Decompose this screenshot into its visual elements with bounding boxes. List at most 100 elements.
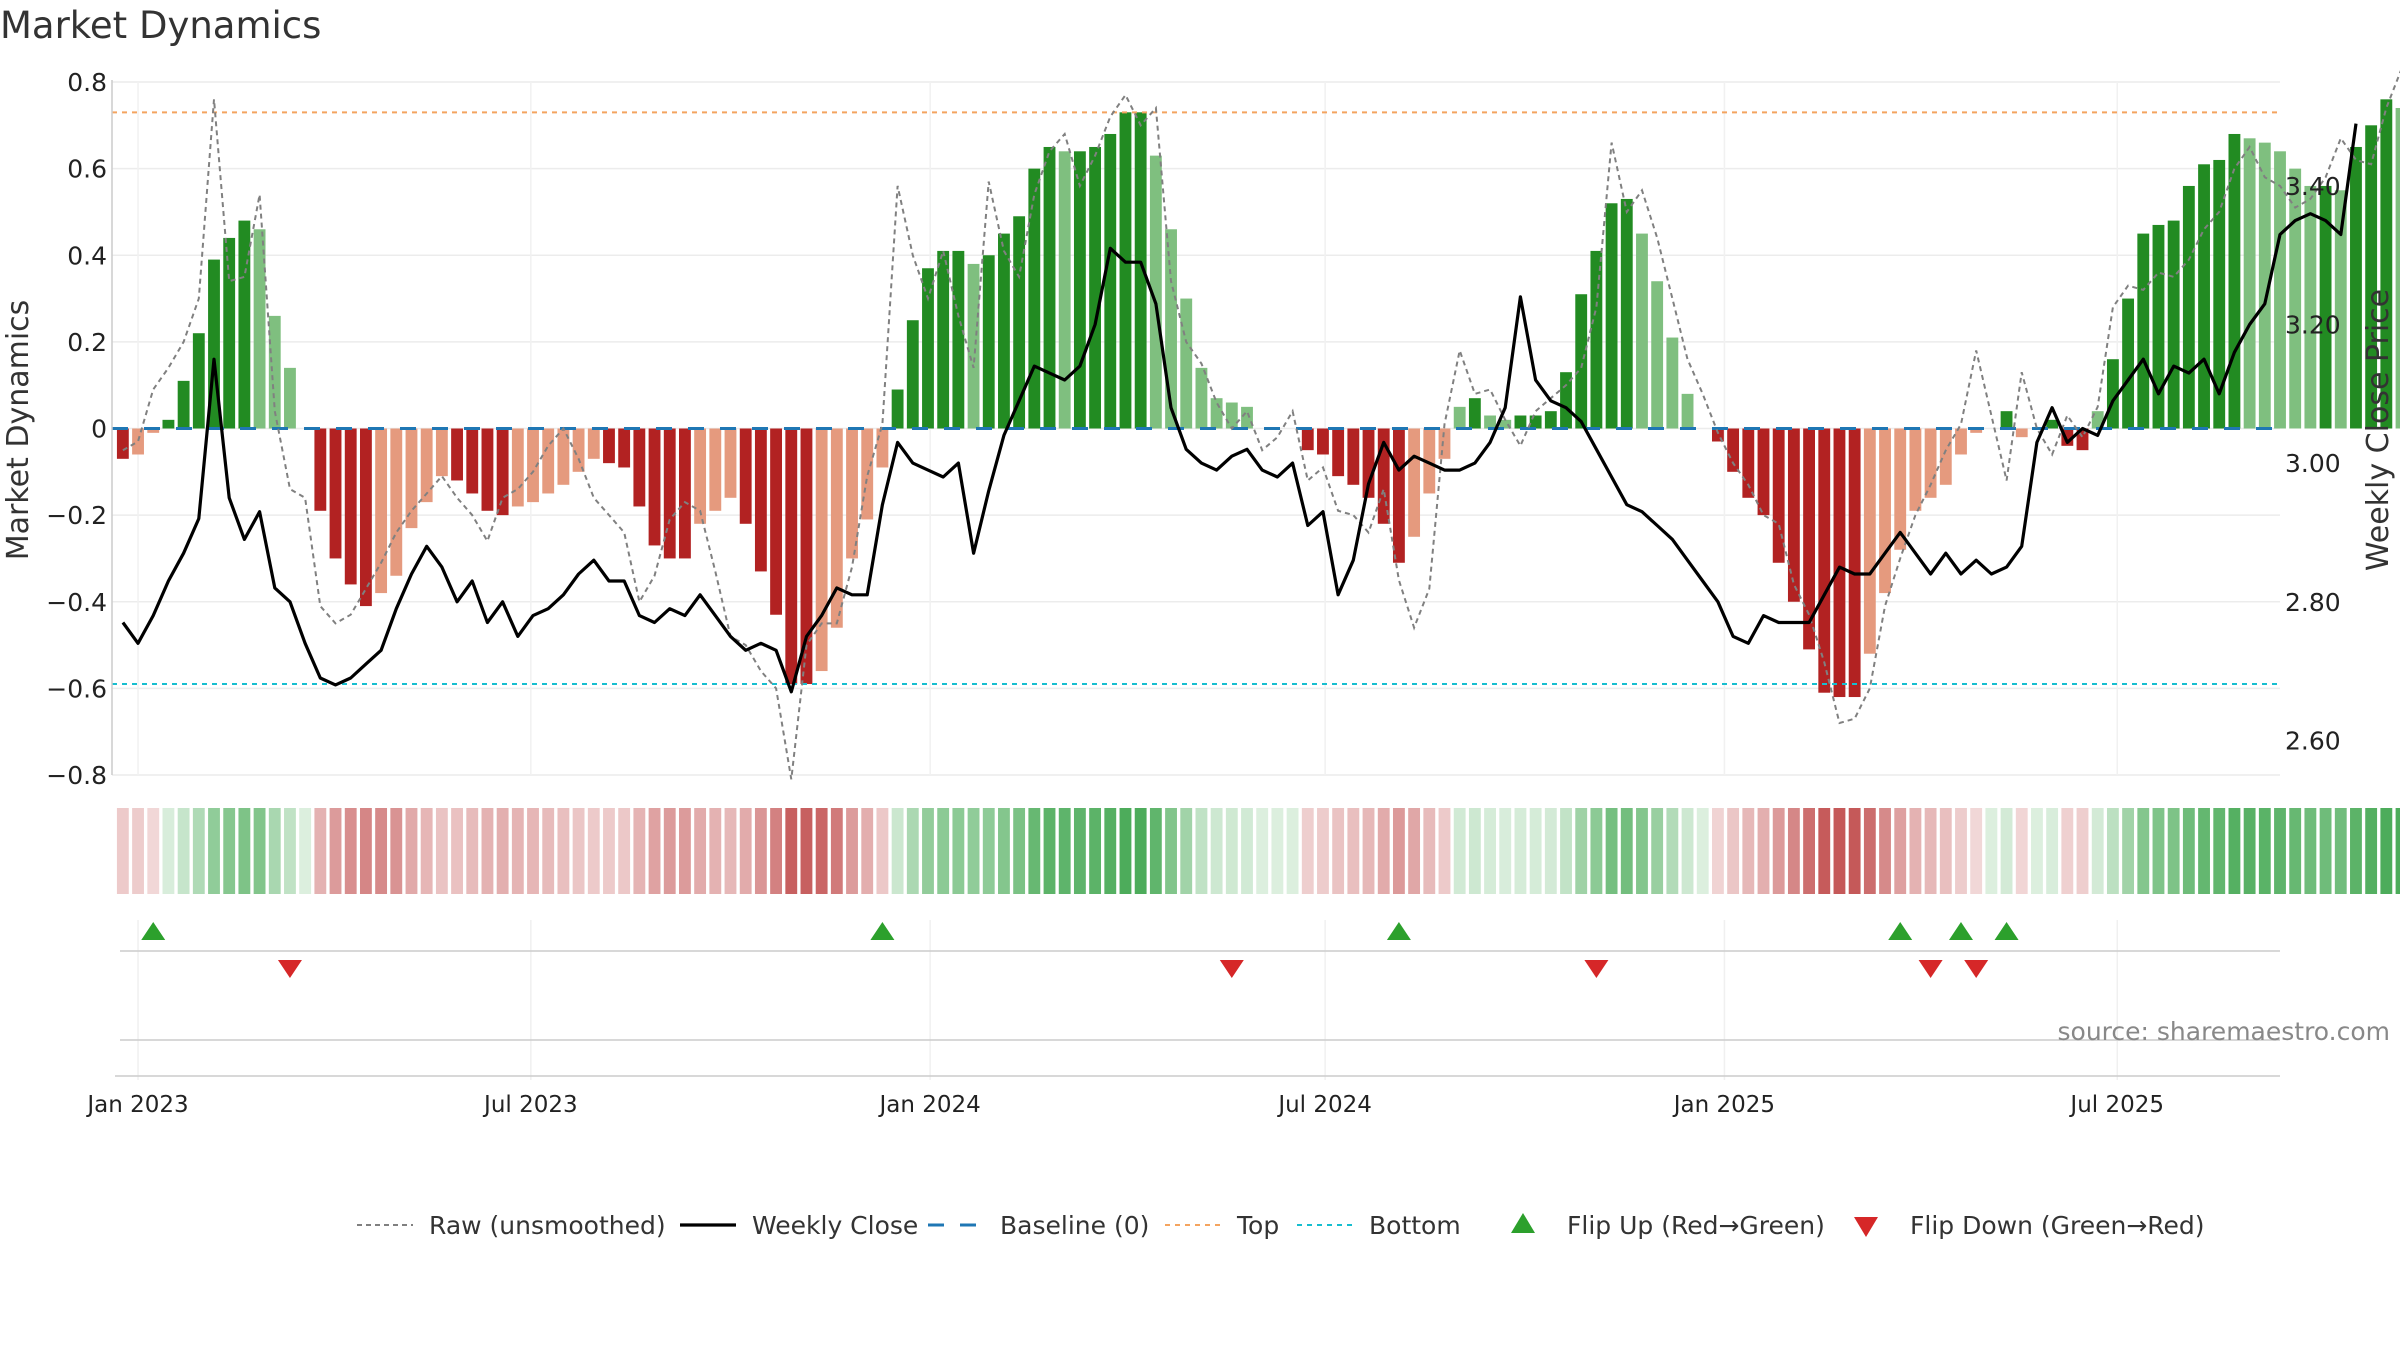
heat-cell [2198,808,2210,894]
heat-cell [1301,808,1314,894]
heat-cell [1590,808,1603,894]
heat-cell [815,808,828,894]
bar [1879,428,1891,594]
bar [724,428,737,498]
heat-cell [967,808,980,894]
y-tick-label: −0.8 [46,761,107,790]
heat-cell [770,808,782,894]
bar [1529,415,1542,429]
legend-item-close: Weekly Close [680,1211,918,1240]
heat-cell [2274,808,2286,894]
heat-cell [1636,808,1648,894]
bar [1149,155,1162,429]
heat-cell [1833,808,1846,894]
bar [937,250,950,429]
x-tick-label: Jul 2024 [1276,1092,1372,1118]
heat-cell [1605,808,1618,894]
bar [785,428,798,685]
heat-cell [1787,808,1800,894]
heat-cell [2380,808,2393,894]
bar [2258,142,2271,429]
grid-lines [112,81,2280,1080]
bar [1848,428,1861,698]
heat-cell [1803,808,1815,894]
heat-cell [329,808,342,894]
bar [2334,190,2347,429]
bar [618,428,631,468]
bar [2243,138,2256,429]
heat-cell [1848,808,1861,894]
heat-cell [800,808,813,894]
legend-item-bottom: Bottom [1297,1211,1461,1240]
heat-cell [359,808,372,894]
heat-cell [709,808,722,894]
legend: Raw (unsmoothed) Weekly Close Baseline (0)… [357,1211,2205,1240]
bar [481,428,494,511]
heat-cell [1271,808,1284,894]
heat-cell [1879,808,1891,894]
bar [2182,185,2195,429]
bar [2122,298,2135,429]
weekly-close-line [121,123,2358,694]
heat-cell [299,808,312,894]
heat-cell [2243,808,2256,894]
bar [1757,428,1770,516]
heat-cell [1028,808,1041,894]
y2-tick-label: 3.00 [2285,449,2341,478]
heat-cell [846,808,858,894]
heat-cell [2395,808,2400,894]
heat-cell [405,808,418,894]
bar [1013,216,1026,429]
heat-cell [253,808,266,894]
bar [253,229,266,429]
bar [147,428,160,433]
heat-cell [1332,808,1345,894]
bar [800,428,813,685]
heat-cell [2061,808,2074,894]
bar [132,428,144,455]
bar [1043,146,1056,429]
y2-tick-label: 2.80 [2285,588,2341,617]
bar [116,428,129,459]
heat-cell [1666,808,1679,894]
heat-cell [739,808,752,894]
heat-cell [1013,808,1026,894]
heat-cell [694,808,707,894]
bar [2350,146,2362,429]
bar [1560,372,1572,429]
bar [1514,415,1527,429]
bar [177,380,190,429]
flip-markers-panel [120,922,2280,1041]
bar [1818,428,1831,693]
raw-line [122,70,2400,780]
bar [587,428,600,459]
bar [663,428,676,559]
legend-swatch [1854,1217,1878,1237]
heat-cell [1119,808,1132,894]
legend-label: Weekly Close [752,1211,918,1240]
heat-cell [177,808,190,894]
bar [405,428,418,529]
heat-cell [2076,808,2089,894]
bar [1636,233,1648,429]
bar [1438,428,1451,459]
bar [223,237,236,429]
bar [1742,428,1755,498]
y-tick-label: −0.2 [46,501,107,530]
heat-cell [1256,808,1269,894]
heat-cell [132,808,144,894]
legend-item-top: Top [1165,1211,1279,1240]
bar [967,263,980,429]
bar [451,428,463,481]
bar [511,428,524,507]
legend-item-flip-down: Flip Down (Green→Red) [1854,1211,2205,1240]
heat-cell [208,808,220,894]
bar [1833,428,1846,698]
bar [420,428,433,503]
heat-cell [1575,808,1588,894]
heat-cell [2350,808,2362,894]
heat-cell [2046,808,2059,894]
flip-up-marker [1386,922,1411,940]
x-tick-label: Jul 2023 [482,1092,578,1118]
bar [2304,185,2317,429]
